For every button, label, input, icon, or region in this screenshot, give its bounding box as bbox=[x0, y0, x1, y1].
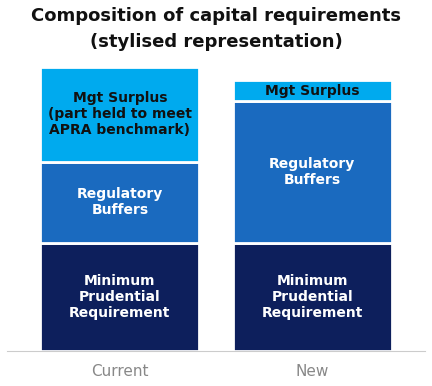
Bar bbox=[233, 101, 391, 243]
Text: Regulatory
Buffers: Regulatory Buffers bbox=[269, 157, 355, 187]
Bar bbox=[41, 162, 199, 243]
Bar bbox=[41, 243, 199, 351]
Text: Mgt Surplus: Mgt Surplus bbox=[265, 84, 359, 98]
Text: Mgt Surplus
(part held to meet
APRA benchmark): Mgt Surplus (part held to meet APRA benc… bbox=[48, 91, 192, 137]
Text: Minimum
Prudential
Requirement: Minimum Prudential Requirement bbox=[69, 274, 171, 320]
Bar bbox=[41, 67, 199, 162]
Title: Composition of capital requirements
(stylised representation): Composition of capital requirements (sty… bbox=[31, 7, 401, 51]
Bar bbox=[233, 243, 391, 351]
Text: Minimum
Prudential
Requirement: Minimum Prudential Requirement bbox=[261, 274, 363, 320]
Text: Regulatory
Buffers: Regulatory Buffers bbox=[77, 187, 163, 217]
Bar bbox=[233, 80, 391, 101]
